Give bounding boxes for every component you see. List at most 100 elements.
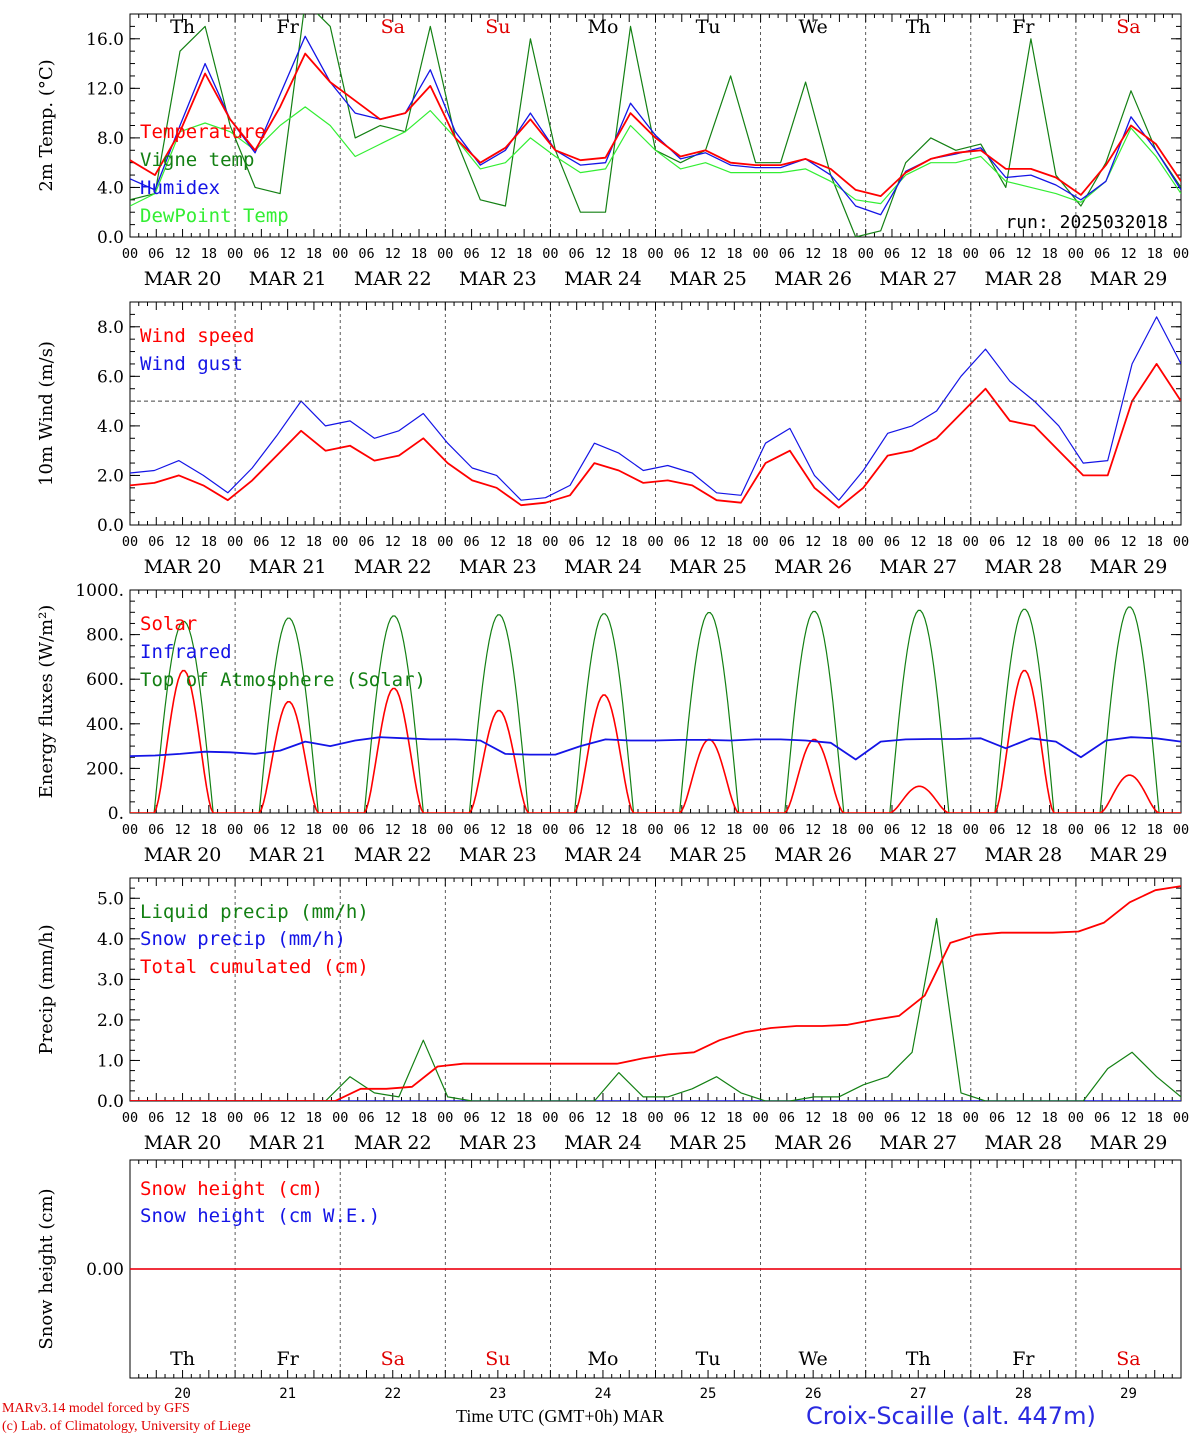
hour-tick-label: 06 (253, 822, 269, 838)
hour-tick-label: 18 (726, 534, 742, 550)
day-label: MAR 28 (984, 844, 1062, 866)
legend-entry: Top of Atmosphere (Solar) (140, 669, 426, 691)
legend-entry: Humidex (140, 177, 220, 199)
y-tick-label: 4.0 (97, 417, 124, 437)
series-liquid-precip (130, 917, 1181, 1101)
day-label: MAR 25 (669, 844, 747, 866)
hour-tick-label: 06 (569, 534, 585, 550)
series-solar (130, 669, 1181, 813)
hour-tick-label: 12 (385, 1110, 401, 1126)
hour-tick-label: 06 (253, 246, 269, 262)
hour-tick-label: 12 (595, 534, 611, 550)
hour-tick-label: 06 (674, 246, 690, 262)
day-label: MAR 29 (1090, 556, 1168, 578)
hour-tick-label: 18 (201, 534, 217, 550)
day-label: MAR 28 (984, 1132, 1062, 1154)
weekday-label: Sa (1116, 16, 1140, 38)
hour-tick-label: 06 (884, 822, 900, 838)
y-tick-label: 8.0 (97, 129, 124, 149)
hour-tick-label: 18 (621, 1110, 637, 1126)
hour-tick-label: 18 (201, 246, 217, 262)
weekday-label: Fr (277, 1348, 300, 1370)
hour-tick-label: 12 (805, 1110, 821, 1126)
day-label: MAR 25 (669, 1132, 747, 1154)
hour-tick-label: 12 (910, 246, 926, 262)
weekday-label: We (799, 1348, 828, 1370)
hour-tick-label: 18 (726, 246, 742, 262)
weekday-label: Mo (587, 16, 618, 38)
day-label: MAR 24 (564, 1132, 642, 1154)
hour-tick-label: 06 (463, 822, 479, 838)
hour-tick-label: 06 (253, 1110, 269, 1126)
hour-tick-label: 00 (1173, 822, 1189, 838)
hour-tick-label: 00 (332, 246, 348, 262)
hour-tick-label: 12 (280, 1110, 296, 1126)
hour-tick-label: 00 (227, 534, 243, 550)
hour-tick-label: 06 (148, 822, 164, 838)
hour-tick-label: 12 (700, 246, 716, 262)
day-label: MAR 23 (459, 844, 537, 866)
hour-tick-label: 12 (700, 1110, 716, 1126)
day-number-label: 24 (595, 1386, 612, 1402)
hour-tick-label: 18 (726, 822, 742, 838)
day-label: MAR 29 (1090, 268, 1168, 290)
hour-tick-label: 06 (674, 1110, 690, 1126)
hour-tick-label: 00 (437, 534, 453, 550)
y-tick-label: 0. (108, 804, 124, 824)
weekday-label: Tu (696, 1348, 721, 1370)
weekday-label: Th (906, 16, 931, 38)
hour-tick-label: 18 (201, 822, 217, 838)
y-tick-label: 1.0 (97, 1051, 124, 1071)
day-label: MAR 25 (669, 556, 747, 578)
hour-tick-label: 12 (1120, 1110, 1136, 1126)
hour-tick-label: 00 (1068, 822, 1084, 838)
model-credit: MARv3.14 model forced by GFS (c) Lab. of… (2, 1400, 251, 1436)
y-axis-label: Snow height (cm) (36, 1188, 57, 1349)
y-tick-label: 0.0 (97, 228, 124, 248)
y-tick-label: 4.0 (97, 930, 124, 950)
y-tick-label: 0.00 (86, 1260, 124, 1280)
hour-tick-label: 12 (490, 534, 506, 550)
hour-tick-label: 06 (1094, 1110, 1110, 1126)
day-label: MAR 29 (1090, 1132, 1168, 1154)
hour-tick-label: 06 (989, 1110, 1005, 1126)
hour-tick-label: 18 (831, 246, 847, 262)
chart-panel-temp: 0.0 4.0 8.0 12.0 16.0 2m Temp. (°C) 00 06 12 18 MA… (36, 13, 1189, 290)
hour-tick-label: 12 (1120, 534, 1136, 550)
day-label: MAR 21 (249, 1132, 327, 1154)
hour-tick-label: 12 (174, 1110, 190, 1126)
hour-tick-label: 00 (752, 1110, 768, 1126)
day-label: MAR 27 (879, 268, 957, 290)
chart-panel-wind: 0.0 2.0 4.0 6.0 8.0 10m Wind (m/s) 00 06 12 18 MAR… (36, 301, 1189, 578)
weekday-label: Sa (381, 16, 405, 38)
hour-tick-label: 06 (358, 822, 374, 838)
series-humidex (130, 35, 1181, 216)
series-total-cumulated (130, 885, 1181, 1101)
hour-tick-label: 12 (490, 822, 506, 838)
hour-tick-label: 12 (1120, 822, 1136, 838)
day-label: MAR 20 (144, 844, 222, 866)
y-tick-label: 12.0 (86, 79, 124, 99)
hour-tick-label: 00 (647, 822, 663, 838)
legend-entry: Temperature (140, 121, 266, 143)
series-infrared (130, 736, 1181, 761)
y-tick-label: 0.0 (97, 1092, 124, 1112)
hour-tick-label: 18 (1041, 822, 1057, 838)
y-tick-label: 0.0 (97, 516, 124, 536)
hour-tick-label: 06 (884, 534, 900, 550)
hour-tick-label: 06 (989, 246, 1005, 262)
hour-tick-label: 00 (752, 534, 768, 550)
y-tick-label: 800. (86, 626, 124, 646)
hour-tick-label: 06 (463, 534, 479, 550)
day-number-label: 20 (174, 1386, 191, 1402)
hour-tick-label: 18 (1041, 1110, 1057, 1126)
y-tick-label: 4.0 (97, 178, 124, 198)
hour-tick-label: 00 (227, 246, 243, 262)
day-label: MAR 20 (144, 268, 222, 290)
day-label: MAR 26 (774, 1132, 852, 1154)
hour-tick-label: 00 (542, 534, 558, 550)
y-tick-label: 1000. (75, 581, 124, 601)
hour-tick-label: 06 (148, 534, 164, 550)
hour-tick-label: 18 (516, 822, 532, 838)
hour-tick-label: 18 (411, 246, 427, 262)
